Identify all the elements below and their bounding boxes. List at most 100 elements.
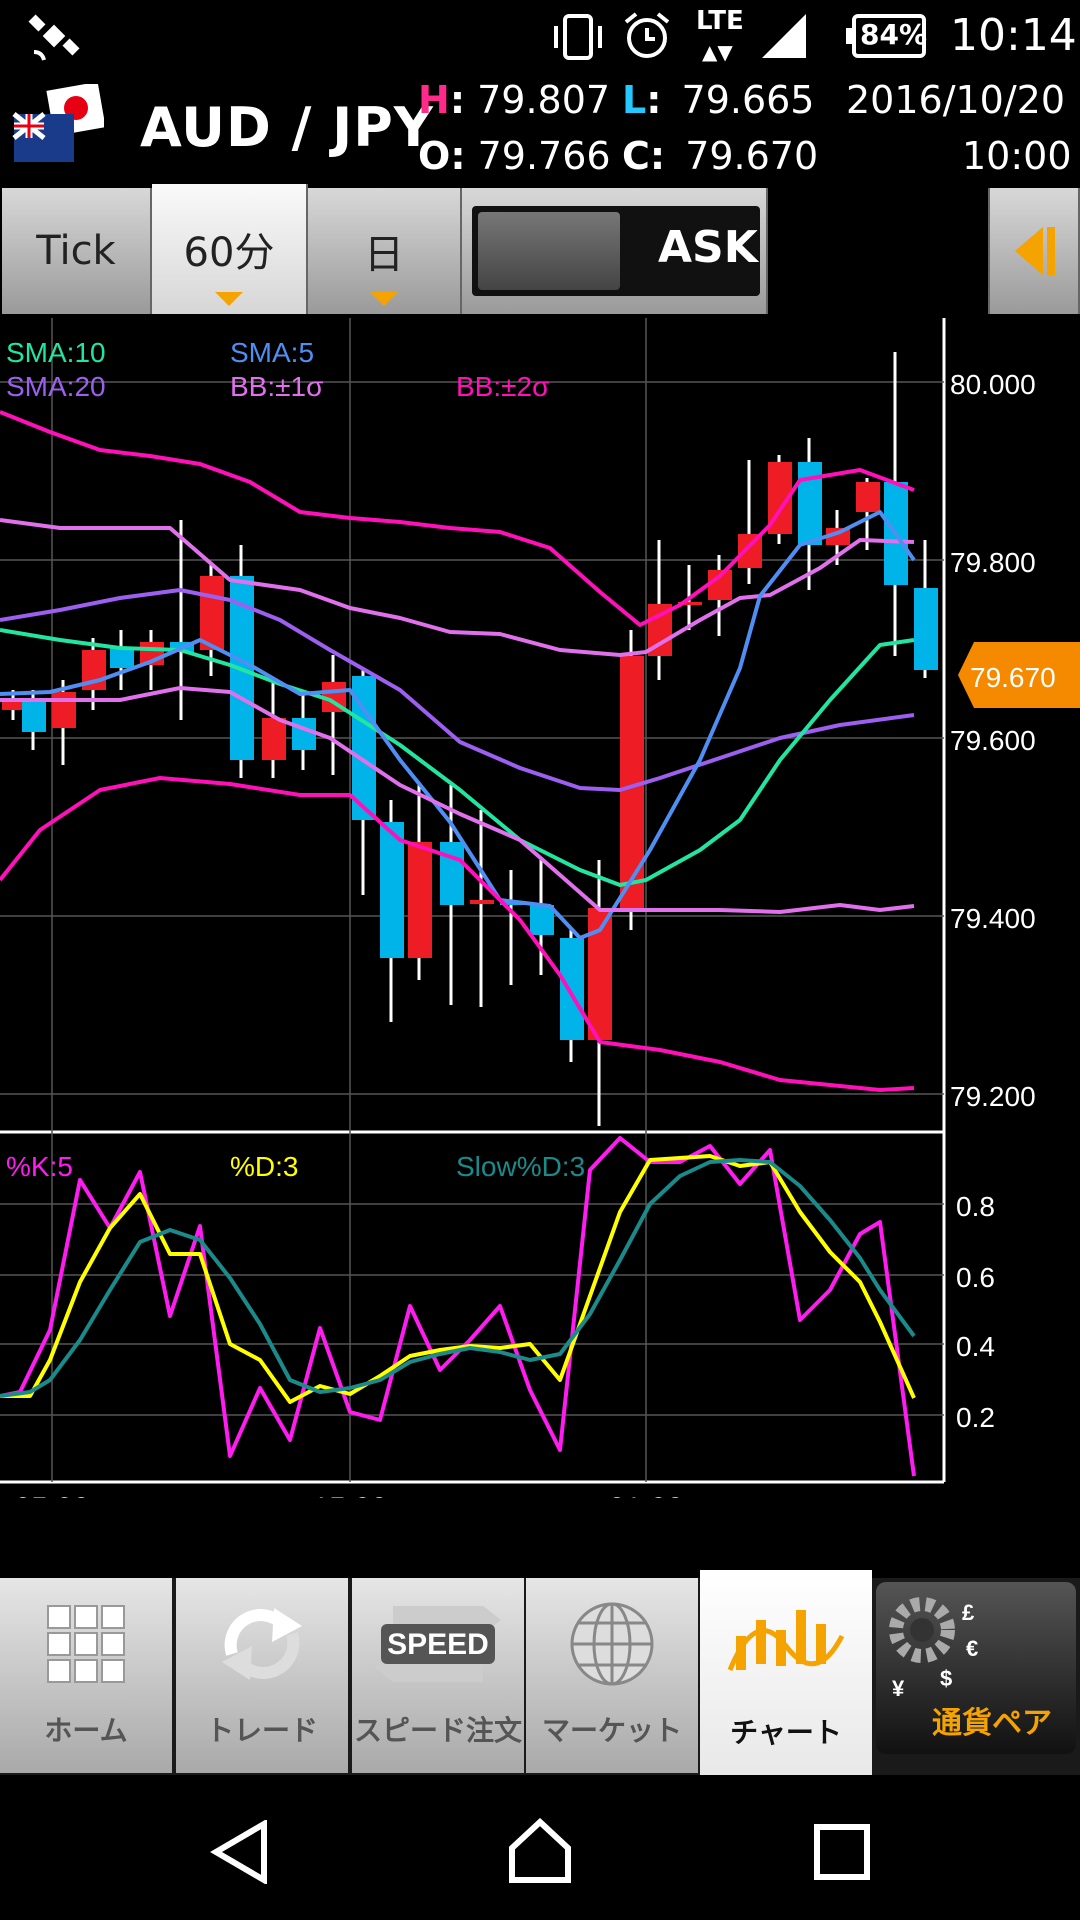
flag-au-jp-icon[interactable] <box>12 81 106 172</box>
candle <box>914 588 938 670</box>
price-tick-label: 79.200 <box>950 1081 1036 1112</box>
stoch-tick-label: 0.2 <box>956 1402 995 1433</box>
nav-market-label: マーケット <box>541 1714 682 1747</box>
bb-lower1-line <box>0 686 915 914</box>
price-tick-label: 79.400 <box>950 903 1036 934</box>
signal-icon <box>760 12 808 64</box>
bb-upper1-line <box>0 518 915 657</box>
status-bar: LTE ▲▼ 84% 10:14 <box>0 0 1080 72</box>
alarm-icon <box>622 10 672 64</box>
back-icon[interactable] <box>210 1818 270 1888</box>
close-row: C: 79.670 <box>622 134 819 178</box>
candle <box>408 842 432 958</box>
candle <box>470 900 494 904</box>
nav-chart-label: チャート <box>730 1716 842 1749</box>
candle <box>110 648 134 668</box>
nav-home-label: ホーム <box>44 1714 128 1747</box>
time-tick-label: 15:00 <box>312 1492 387 1498</box>
stoch-d-legend: %D:3 <box>230 1151 298 1182</box>
recent-apps-icon[interactable] <box>814 1824 870 1884</box>
candle <box>292 718 316 750</box>
candle <box>856 482 880 512</box>
chart-candles-icon <box>726 1570 846 1711</box>
low-label: L <box>622 78 647 122</box>
speed-icon-text: SPEED <box>387 1628 489 1661</box>
bb-upper2-line <box>0 410 915 627</box>
close-value: 79.670 <box>685 134 819 178</box>
collapse-panel-button[interactable] <box>988 188 1080 314</box>
svg-text:$: $ <box>940 1666 952 1691</box>
sma10-legend: SMA:10 <box>6 337 106 368</box>
nav-speed-label: スピード注文 <box>353 1714 522 1747</box>
candle <box>52 692 76 728</box>
high-label: H <box>418 78 450 122</box>
bar-time: 10:00 <box>962 134 1072 178</box>
svg-text:¥: ¥ <box>892 1676 905 1700</box>
vibrate-icon <box>550 14 606 64</box>
currency-pair-title[interactable]: AUD / JPY <box>140 96 434 159</box>
ask-label: ASK <box>658 222 758 273</box>
network-label: LTE <box>696 6 744 36</box>
bb1-legend: BB:±1σ <box>230 371 323 402</box>
candle <box>440 842 464 905</box>
sma20-legend: SMA:20 <box>6 371 106 402</box>
home-grid-icon <box>46 1578 126 1709</box>
open-label: O <box>418 134 451 178</box>
price-chart[interactable]: 80.000 79.800 79.600 79.400 79.200 0.8 0.6 0.4 0… <box>0 318 1080 1498</box>
bar-date: 2016/10/20 <box>846 78 1066 122</box>
stoch-k-legend: %K:5 <box>6 1151 73 1182</box>
current-price-label: 79.670 <box>970 662 1056 693</box>
candle <box>2 700 26 710</box>
battery-level: 84% <box>860 18 928 51</box>
stoch-slow-line <box>0 1158 916 1398</box>
candle <box>798 462 822 545</box>
candle <box>530 905 554 935</box>
globe-icon <box>569 1578 655 1709</box>
svg-text:£: £ <box>962 1600 975 1625</box>
close-label: C <box>622 134 650 178</box>
stoch-tick-label: 0.6 <box>956 1262 995 1293</box>
open-row: O: 79.766 <box>418 134 611 178</box>
low-row: L: 79.665 <box>622 78 815 122</box>
candle <box>560 938 584 1040</box>
nav-speed-order[interactable]: SPEED スピード注文 <box>352 1578 524 1773</box>
gear-currency-icon: £ € $ ¥ <box>889 1597 978 1700</box>
period-label: 60分 <box>183 230 275 276</box>
network-arrows-icon: ▲▼ <box>702 40 733 64</box>
nav-home[interactable]: ホーム <box>0 1578 172 1773</box>
price-tick-label: 79.800 <box>950 547 1036 578</box>
nav-currency-label: 通貨ペア <box>932 1706 1052 1741</box>
speed-order-icon: SPEED <box>373 1578 503 1709</box>
sma20-line <box>0 588 915 792</box>
home-icon[interactable] <box>508 1817 572 1888</box>
svg-text:€: € <box>966 1636 978 1661</box>
candle <box>200 576 224 650</box>
candle <box>500 902 524 905</box>
currency-pair-button[interactable]: £ € $ ¥ 通貨ペア <box>876 1582 1076 1754</box>
tick-button[interactable]: Tick <box>2 188 152 314</box>
time-tick-label: 01:00 <box>608 1492 683 1498</box>
bb2-legend: BB:±2σ <box>456 371 549 402</box>
nav-chart[interactable]: チャート <box>700 1570 872 1775</box>
candle <box>262 718 286 760</box>
candle <box>22 700 46 732</box>
price-tick-label: 79.600 <box>950 725 1036 756</box>
nav-trade-label: トレード <box>205 1714 318 1747</box>
trade-arrows-icon <box>212 1578 312 1709</box>
high-value: 79.807 <box>477 78 611 122</box>
system-nav <box>0 1776 1080 1920</box>
stoch-slow-legend: Slow%D:3 <box>456 1151 585 1182</box>
nav-market[interactable]: マーケット <box>526 1578 698 1773</box>
period-60min-button[interactable]: 60分 <box>152 184 308 314</box>
open-value: 79.766 <box>477 134 611 178</box>
time-tick-label: 05:00 <box>14 1492 89 1498</box>
satellite-icon <box>28 12 82 66</box>
candle <box>826 528 850 545</box>
clock: 10:14 <box>950 10 1077 61</box>
nav-trade[interactable]: トレード <box>176 1578 348 1773</box>
day-button[interactable]: 日 <box>308 188 462 314</box>
stoch-tick-label: 0.8 <box>956 1191 995 1222</box>
day-caret-icon <box>370 292 398 306</box>
bid-ask-toggle[interactable]: ASK <box>462 188 768 314</box>
sma5-line <box>0 510 916 940</box>
